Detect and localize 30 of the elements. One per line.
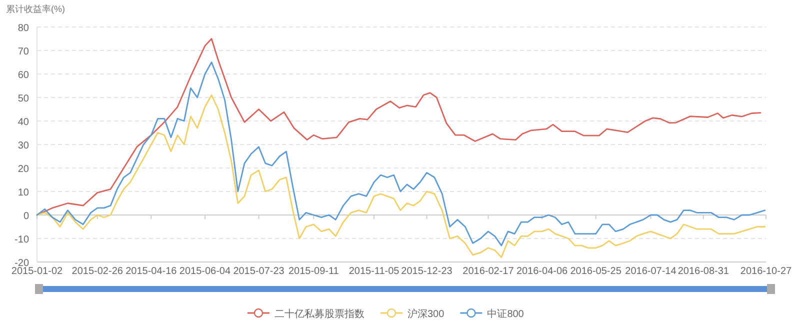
- x-tick-label: 2015-07-23: [233, 266, 285, 277]
- x-tick-label: 2015-11-05: [348, 266, 400, 277]
- x-tick-label: 2016-08-31: [678, 266, 730, 277]
- x-tick-label: 2015-02-26: [72, 266, 124, 277]
- y-tick-label: 80: [18, 23, 30, 34]
- x-tick-label: 2015-04-16: [126, 266, 178, 277]
- y-axis-title: 累计收益率(%): [6, 4, 65, 14]
- y-tick-label: 40: [18, 117, 30, 128]
- x-tick-label: 2015-12-23: [401, 266, 453, 277]
- x-tick-label: 2015-06-04: [179, 266, 231, 277]
- line-series: [36, 62, 766, 246]
- legend-label: 二十亿私募股票指数: [274, 308, 364, 320]
- x-tick-label: 2016-07-14: [625, 266, 677, 277]
- x-tick-label: 2015-01-02: [11, 266, 64, 277]
- y-tick-label: 20: [18, 164, 30, 175]
- y-tick-label: 10: [18, 188, 30, 198]
- line-series: [36, 94, 766, 258]
- legend-label: 中证800: [487, 308, 524, 320]
- x-tick-label: 2016-04-06: [516, 266, 568, 277]
- y-tick-label: 50: [18, 94, 30, 104]
- y-tick-label: 0: [23, 211, 30, 222]
- x-tick-label: 2016-10-27: [740, 266, 792, 277]
- y-tick-label: -10: [14, 234, 30, 246]
- y-tick-label: 30: [18, 140, 30, 152]
- x-tick-label: 2015-09-11: [288, 266, 340, 277]
- legend-label: 沪深300: [408, 308, 445, 320]
- x-tick-label: 2016-05-25: [570, 266, 622, 277]
- x-tick-label: 2016-02-17: [462, 266, 514, 277]
- y-tick-label: 70: [18, 46, 30, 58]
- y-tick-label: 60: [18, 70, 30, 81]
